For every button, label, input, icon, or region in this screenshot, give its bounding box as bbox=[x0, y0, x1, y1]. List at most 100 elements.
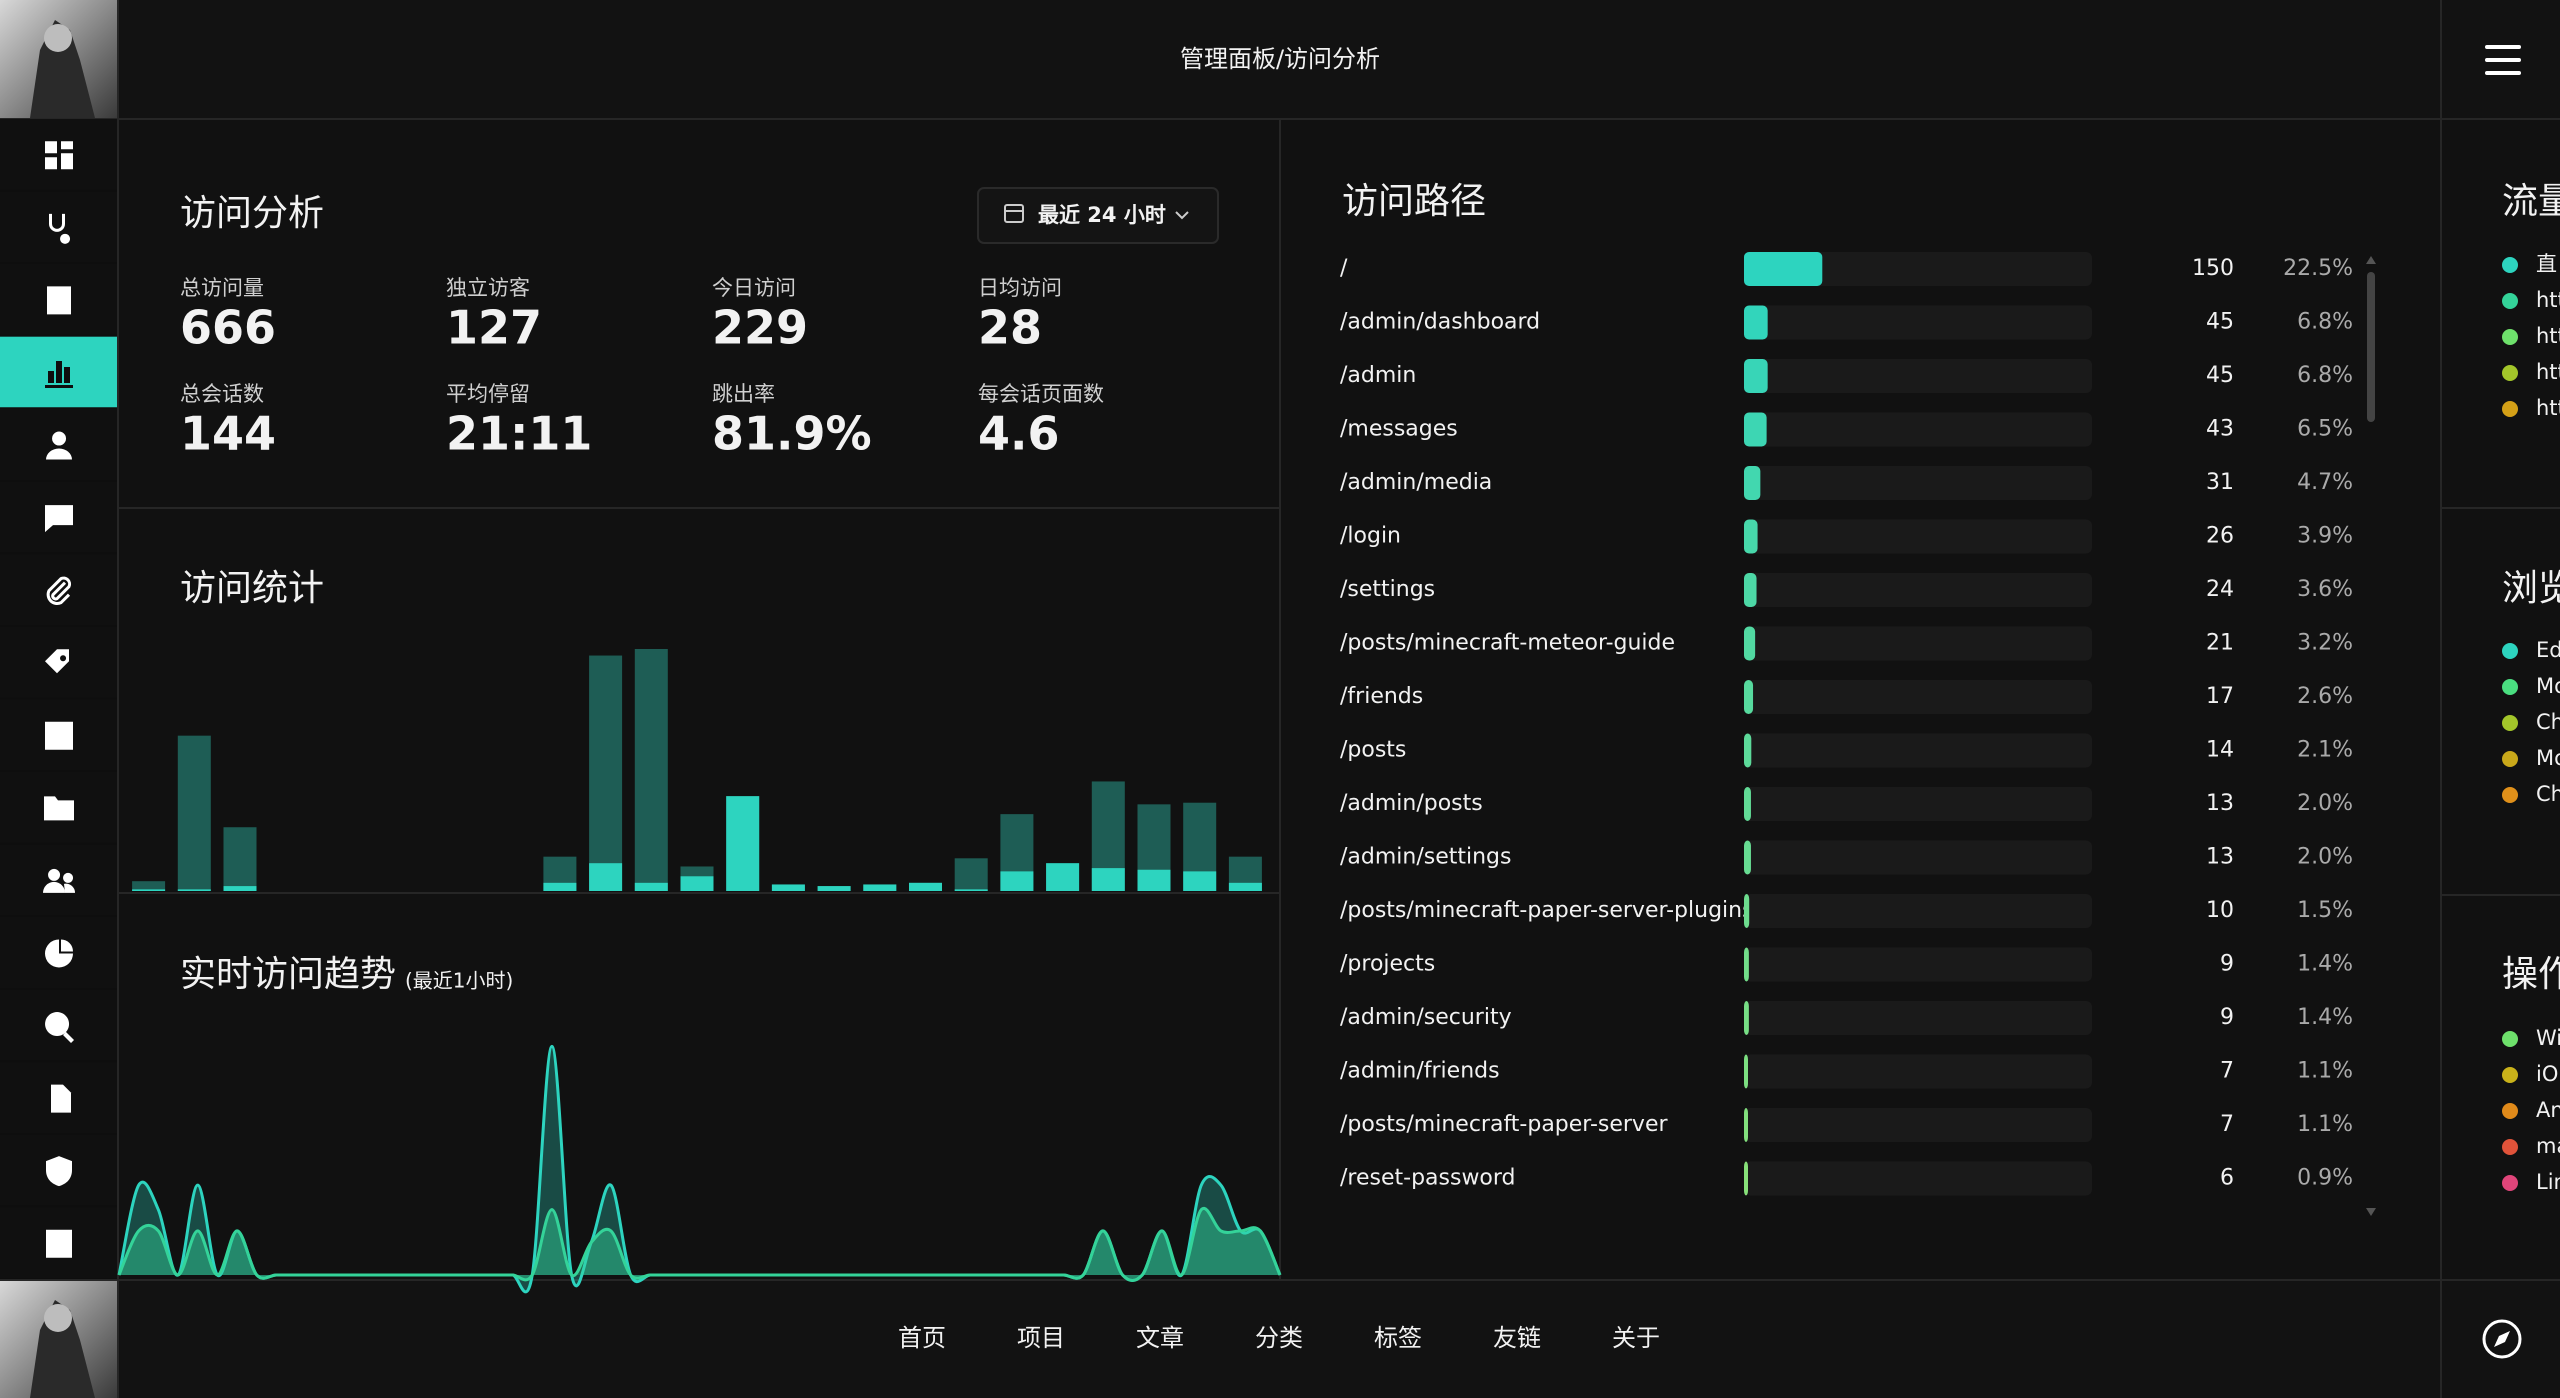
paths-list: / 150 22.5% /admin/dashboard 45 6.8% /admin 45 6… bbox=[1340, 252, 2353, 1196]
path-share: 6.8% bbox=[2297, 363, 2353, 388]
bar bbox=[1744, 626, 1756, 661]
sidebar-icon bbox=[46, 431, 72, 460]
path-share: 2.0% bbox=[2297, 791, 2353, 816]
legend-dot bbox=[2502, 1175, 2518, 1191]
bottom-bar bbox=[0, 1280, 2560, 1398]
path-name: /posts/minecraft-paper-server bbox=[1340, 1112, 1668, 1137]
bar bbox=[817, 886, 851, 891]
path-name: /settings bbox=[1340, 577, 1435, 602]
legend-dot bbox=[2502, 1103, 2518, 1119]
bar bbox=[1183, 871, 1217, 891]
bar-track bbox=[1744, 466, 2092, 500]
bar bbox=[1744, 840, 1751, 875]
range-dropdown[interactable]: 最近 24 小时 bbox=[977, 187, 1219, 244]
bar bbox=[1137, 869, 1171, 891]
path-name: / bbox=[1340, 256, 1348, 281]
path-share: 2.0% bbox=[2297, 845, 2353, 870]
bar-track bbox=[1744, 519, 2092, 554]
legend-label: Lin bbox=[2536, 1170, 2560, 1194]
path-count: 31 bbox=[2206, 470, 2234, 495]
menu-button[interactable] bbox=[2485, 45, 2521, 75]
bar-track bbox=[1744, 305, 2092, 340]
bar bbox=[132, 889, 166, 891]
range-label: 最近 24 小时 bbox=[1038, 203, 1166, 227]
overview-title: 访问分析 bbox=[180, 193, 324, 234]
path-name: /admin/media bbox=[1340, 470, 1492, 495]
stat-value: 229 bbox=[712, 301, 808, 355]
legend-dot bbox=[2502, 257, 2518, 273]
path-count: 43 bbox=[2206, 417, 2234, 442]
bar bbox=[1744, 252, 1823, 286]
legend-label: htt bbox=[2536, 324, 2560, 348]
path-share: 3.6% bbox=[2297, 577, 2353, 602]
stat-label: 跳出率 bbox=[712, 382, 775, 406]
bar bbox=[1744, 1054, 1748, 1089]
bar bbox=[954, 889, 988, 891]
sidebar-icon bbox=[46, 576, 72, 605]
bar-track bbox=[1744, 733, 2092, 768]
bar bbox=[634, 882, 668, 891]
bar-track bbox=[1744, 1054, 2092, 1089]
nav-link[interactable]: 首页 bbox=[898, 1324, 946, 1352]
bar bbox=[863, 884, 897, 891]
path-name: /reset-password bbox=[1340, 1166, 1516, 1191]
stat-value: 21:11 bbox=[446, 407, 592, 461]
bar-track bbox=[1744, 412, 2092, 447]
sidebar-icon bbox=[45, 141, 73, 170]
sidebar-icon bbox=[45, 721, 73, 750]
bar bbox=[1744, 894, 1750, 928]
bar bbox=[1744, 733, 1752, 768]
nav-link[interactable]: 标签 bbox=[1374, 1324, 1422, 1352]
path-share: 6.8% bbox=[2297, 310, 2353, 335]
path-name: /admin/posts bbox=[1340, 791, 1483, 816]
compass-button[interactable] bbox=[2482, 1319, 2522, 1359]
path-count: 6 bbox=[2220, 1166, 2234, 1191]
path-count: 45 bbox=[2206, 363, 2234, 388]
path-share: 2.1% bbox=[2297, 738, 2353, 763]
path-name: /posts/minecraft-meteor-guide bbox=[1340, 631, 1675, 656]
bar-track bbox=[1744, 1001, 2092, 1035]
bar bbox=[1744, 412, 1767, 447]
nav-link[interactable]: 友链 bbox=[1493, 1324, 1541, 1352]
legend-label: Mo bbox=[2536, 674, 2560, 698]
sidebar-item[interactable] bbox=[0, 191, 117, 263]
path-name: /admin/friends bbox=[1340, 1059, 1500, 1084]
path-name: /login bbox=[1340, 524, 1401, 549]
stat-value: 127 bbox=[446, 301, 542, 355]
sidebar-icon bbox=[46, 1229, 72, 1258]
legend-label: ma bbox=[2536, 1134, 2560, 1158]
path-count: 150 bbox=[2192, 256, 2234, 281]
nav-link[interactable]: 文章 bbox=[1136, 1324, 1184, 1352]
bar bbox=[223, 827, 257, 891]
legend-dot bbox=[2502, 1067, 2518, 1083]
legend-dot bbox=[2502, 679, 2518, 695]
sidebar-item[interactable] bbox=[0, 119, 117, 190]
nav-link[interactable]: 关于 bbox=[1612, 1324, 1660, 1352]
path-share: 1.1% bbox=[2297, 1059, 2353, 1084]
sidebar-item[interactable] bbox=[0, 844, 117, 916]
bar bbox=[680, 876, 714, 891]
bar-track bbox=[1744, 947, 2092, 982]
nav-link[interactable]: 项目 bbox=[1017, 1324, 1065, 1352]
sidebar-icon bbox=[47, 286, 71, 315]
legend-label: An bbox=[2536, 1098, 2560, 1122]
bar-track bbox=[1744, 1108, 2092, 1142]
legend-dot bbox=[2502, 293, 2518, 309]
scrollbar[interactable] bbox=[2366, 256, 2376, 1216]
bar-track bbox=[1744, 787, 2092, 821]
legend-dot bbox=[2502, 401, 2518, 417]
legend-label: 直 bbox=[2536, 252, 2557, 276]
path-name: /admin/settings bbox=[1340, 845, 1512, 870]
bar bbox=[589, 655, 623, 891]
bar bbox=[589, 863, 623, 891]
stat-label: 今日访问 bbox=[712, 276, 796, 300]
path-name: /admin/security bbox=[1340, 1005, 1512, 1030]
path-share: 1.4% bbox=[2297, 1005, 2353, 1030]
bar bbox=[1744, 947, 1749, 982]
path-count: 45 bbox=[2206, 310, 2234, 335]
nav-link[interactable]: 分类 bbox=[1255, 1324, 1303, 1352]
legend-dot bbox=[2502, 787, 2518, 803]
right-panel bbox=[2442, 119, 2560, 1280]
bar bbox=[954, 858, 988, 891]
path-count: 9 bbox=[2220, 952, 2234, 977]
